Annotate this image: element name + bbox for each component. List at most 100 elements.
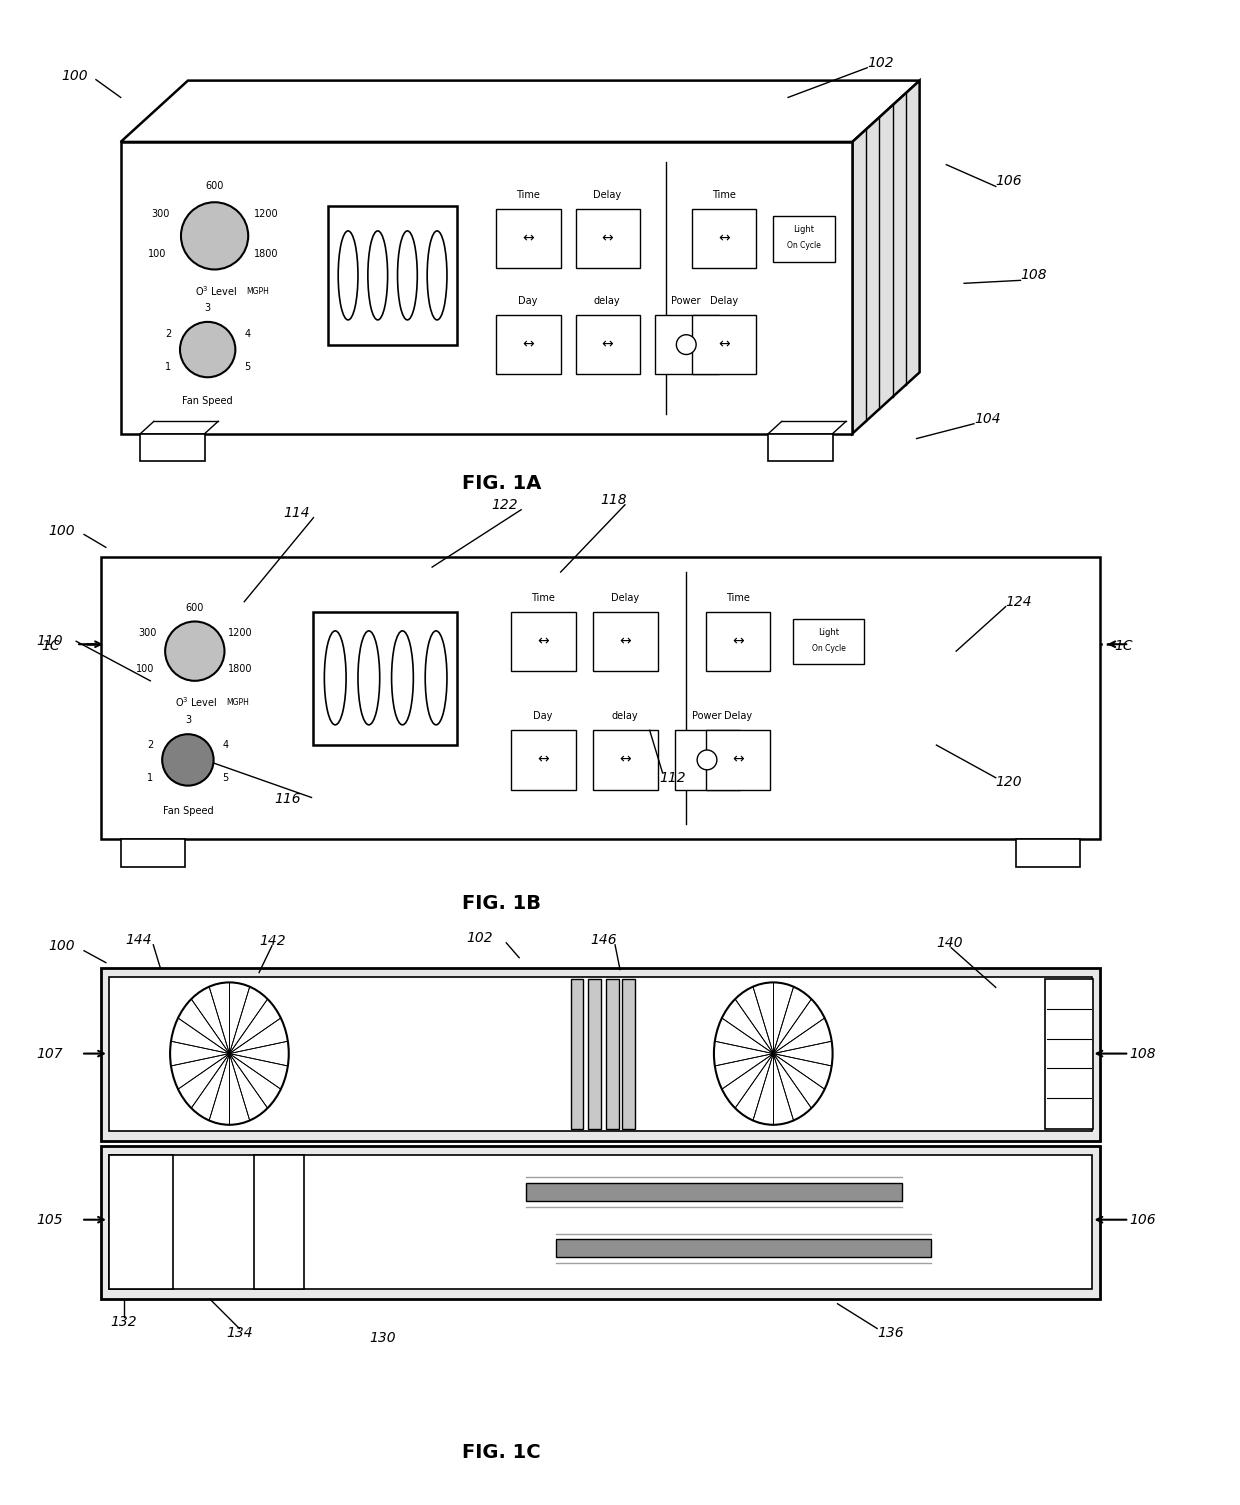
Text: ↔: ↔ [619,634,631,649]
Circle shape [162,734,213,786]
Ellipse shape [339,230,358,321]
Bar [575,209,640,268]
Bar [140,433,205,462]
Ellipse shape [714,983,832,1124]
Text: ↔: ↔ [537,634,548,649]
Text: 100: 100 [48,524,76,537]
Text: 100: 100 [136,664,155,674]
Text: O$^3$ Level: O$^3$ Level [175,695,217,709]
Text: 300: 300 [151,209,170,220]
Text: O$^3$ Level: O$^3$ Level [195,284,237,298]
Text: 100: 100 [148,248,166,259]
Text: Light: Light [818,628,839,637]
Text: 102: 102 [466,932,494,945]
Text: Power: Power [692,712,722,721]
Text: ↔: ↔ [718,232,729,245]
Bar [769,433,832,462]
Text: 130: 130 [370,1332,396,1345]
Bar [676,730,739,790]
Text: 116: 116 [274,793,300,807]
Text: ↔: ↔ [732,634,744,649]
Ellipse shape [358,631,379,725]
Bar [794,619,864,664]
Bar [622,980,635,1129]
Text: ↔: ↔ [732,752,744,768]
Text: Delay: Delay [611,593,639,604]
Text: 104: 104 [973,412,1001,426]
Text: FIG. 1B: FIG. 1B [461,894,541,914]
Text: 300: 300 [138,629,156,638]
Text: 1200: 1200 [228,629,253,638]
Ellipse shape [170,983,289,1124]
Bar [496,315,560,375]
Ellipse shape [325,631,346,725]
Text: 5: 5 [244,363,250,372]
Text: ↔: ↔ [537,752,548,768]
Text: Delay: Delay [593,190,621,200]
Text: 118: 118 [600,492,627,507]
Text: 110: 110 [37,634,63,649]
Text: 1C: 1C [1115,640,1133,653]
Circle shape [676,334,696,355]
Text: Day: Day [518,296,538,306]
Text: MGPH: MGPH [247,287,269,295]
Text: delay: delay [594,296,620,306]
Bar [511,611,575,671]
Bar [120,141,852,433]
Bar [593,611,657,671]
Text: 1: 1 [148,772,154,783]
Text: delay: delay [611,712,639,721]
Text: Time: Time [712,190,735,200]
Bar [606,980,619,1129]
Text: Time: Time [516,190,539,200]
Text: ↔: ↔ [619,752,631,768]
Bar [556,1240,931,1257]
Text: 124: 124 [1006,594,1032,608]
Ellipse shape [392,631,413,725]
Circle shape [181,202,248,269]
Text: 1800: 1800 [254,248,278,259]
Bar [1016,838,1080,867]
Text: 1: 1 [165,363,171,372]
Text: 106: 106 [1130,1213,1156,1227]
Text: Power: Power [672,296,701,306]
Text: Time: Time [725,593,750,604]
Bar [692,315,756,375]
Text: 120: 120 [996,775,1022,789]
Polygon shape [120,81,920,141]
Text: 106: 106 [996,175,1022,188]
Bar [706,611,770,671]
Bar [100,557,1100,838]
Text: 2: 2 [148,740,154,749]
Bar [496,209,560,268]
Text: ↔: ↔ [718,337,729,352]
Text: 132: 132 [110,1314,136,1329]
Text: On Cycle: On Cycle [812,644,846,653]
Ellipse shape [398,230,418,321]
Text: Fan Speed: Fan Speed [182,396,233,406]
Bar [254,1156,304,1288]
Text: MGPH: MGPH [227,698,249,707]
Text: Delay: Delay [709,296,738,306]
Circle shape [697,749,717,769]
Text: 112: 112 [660,771,686,784]
Bar [593,730,657,790]
Text: 140: 140 [936,936,963,950]
Text: 122: 122 [491,498,518,512]
Ellipse shape [425,631,446,725]
Ellipse shape [368,230,388,321]
Bar [109,1156,1091,1288]
Text: Light: Light [794,226,815,235]
Text: 144: 144 [125,933,153,947]
Text: 1C: 1C [42,640,61,653]
Text: 3: 3 [185,715,191,725]
Bar [329,206,456,345]
Bar [588,980,601,1129]
Text: 142: 142 [259,935,285,948]
Text: 5: 5 [222,772,228,783]
Bar [570,980,583,1129]
Bar [774,217,835,262]
Text: 100: 100 [48,939,76,953]
Bar [575,315,640,375]
Bar [692,209,756,268]
